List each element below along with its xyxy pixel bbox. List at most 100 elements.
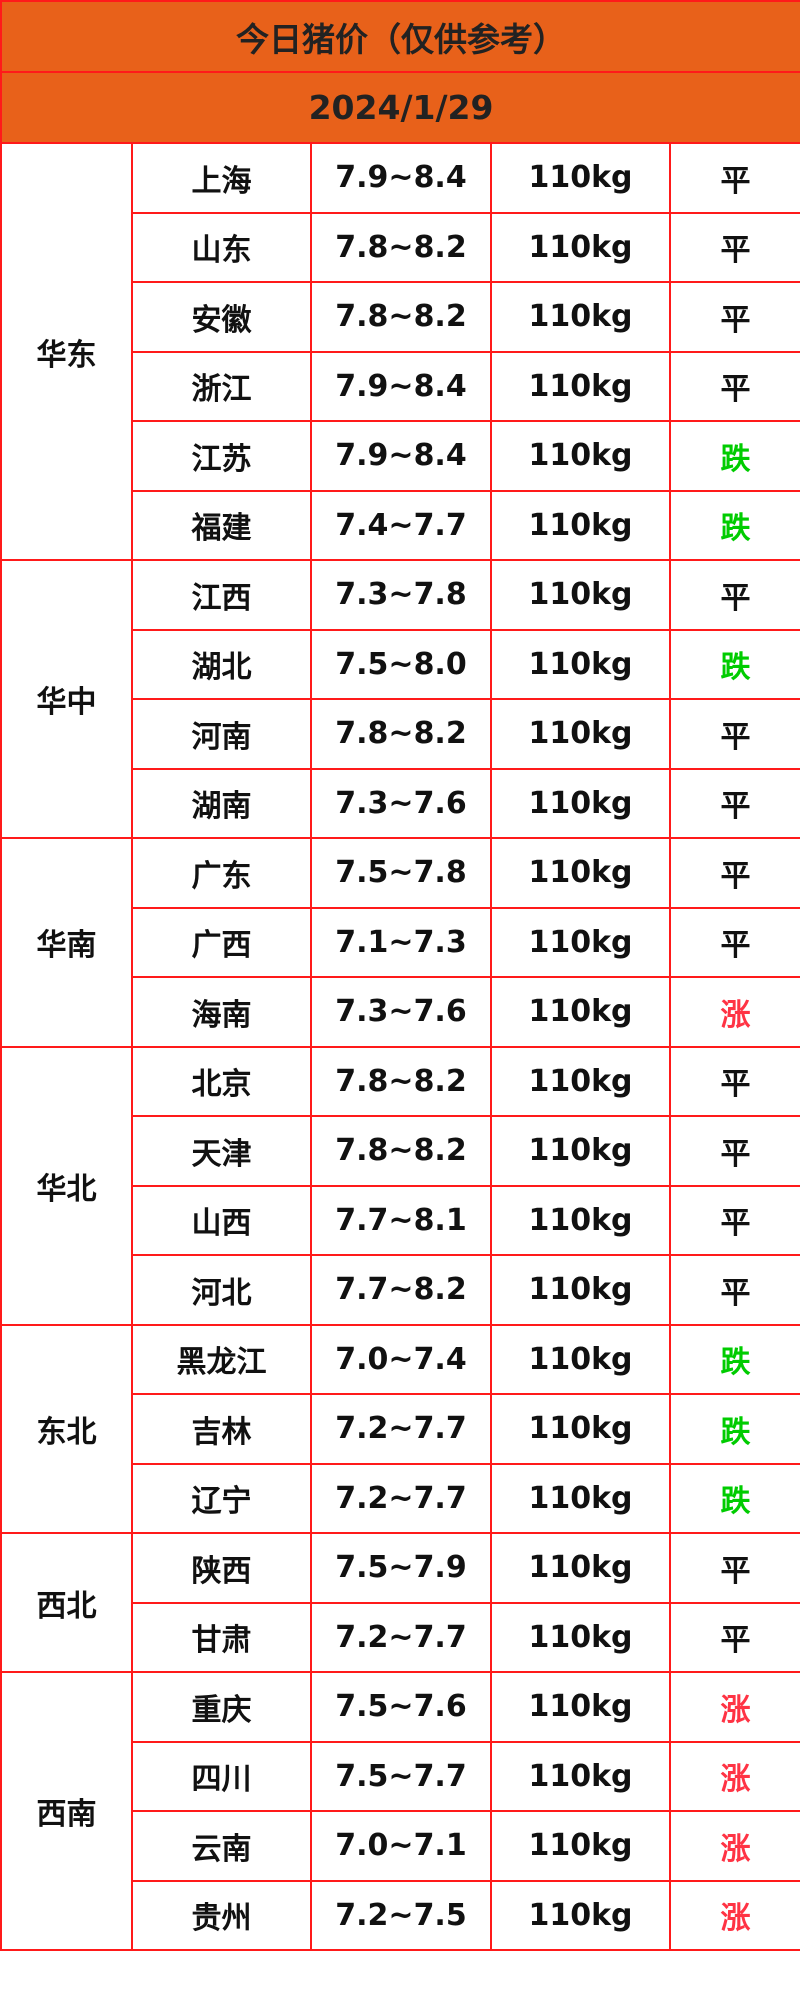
table-row: 湖北 7.5~8.0 110kg 跌 (1, 628, 800, 700)
trend-cell: 跌 (668, 628, 800, 700)
price-cell: 7.5~7.7 (310, 1740, 492, 1812)
weight-cell: 110kg (490, 281, 671, 353)
page-title: 今日猪价（仅供参考） (0, 0, 800, 73)
weight-cell: 110kg (490, 489, 671, 561)
province-cell: 辽宁 (131, 1462, 312, 1534)
province-cell: 甘肃 (131, 1601, 312, 1673)
price-cell: 7.7~8.1 (310, 1184, 492, 1256)
weight-cell: 110kg (490, 1671, 671, 1743)
price-cell: 7.3~7.6 (310, 767, 492, 839)
region-cell: 华北 (0, 1045, 133, 1326)
price-cell: 7.8~8.2 (310, 211, 492, 283)
price-cell: 7.2~7.7 (310, 1462, 492, 1534)
province-cell: 天津 (131, 1115, 312, 1187)
table-row: 江苏 7.9~8.4 110kg 跌 (1, 420, 800, 492)
table-row: 东北 黑龙江 7.0~7.4 110kg 跌 (0, 1323, 800, 1534)
price-cell: 7.0~7.4 (310, 1323, 492, 1395)
weight-cell: 110kg (490, 767, 671, 839)
trend-cell: 平 (668, 211, 800, 283)
price-cell: 7.5~7.9 (310, 1532, 492, 1604)
trend-cell: 平 (668, 1115, 800, 1187)
price-cell: 7.8~8.2 (310, 1045, 492, 1117)
trend-cell: 跌 (668, 1393, 800, 1465)
province-cell: 吉林 (131, 1393, 312, 1465)
province-cell: 河南 (131, 698, 312, 770)
price-cell: 7.3~7.8 (310, 559, 492, 631)
province-cell: 湖北 (131, 628, 312, 700)
weight-cell: 110kg (490, 1532, 671, 1604)
trend-cell: 平 (668, 1532, 800, 1604)
price-cell: 7.9~8.4 (310, 350, 492, 422)
weight-cell: 110kg (490, 1601, 671, 1673)
table-row: 辽宁 7.2~7.7 110kg 跌 (1, 1462, 800, 1534)
weight-cell: 110kg (490, 211, 671, 283)
trend-cell: 平 (668, 906, 800, 978)
weight-cell: 110kg (490, 1323, 671, 1395)
province-cell: 河北 (131, 1254, 312, 1326)
trend-cell: 跌 (668, 1462, 800, 1534)
region-cell: 华东 (0, 142, 133, 561)
table-row: 西北 陕西 7.5~7.9 110kg 平 (0, 1532, 800, 1673)
trend-cell: 平 (668, 1184, 800, 1256)
province-cell: 贵州 (131, 1879, 312, 1951)
weight-cell: 110kg (490, 837, 671, 909)
region-cell: 西北 (0, 1532, 133, 1673)
province-cell: 重庆 (131, 1671, 312, 1743)
price-cell: 7.5~8.0 (310, 628, 492, 700)
trend-cell: 平 (668, 559, 800, 631)
table-row: 广西 7.1~7.3 110kg 平 (1, 906, 800, 978)
table-row: 安徽 7.8~8.2 110kg 平 (1, 281, 800, 353)
weight-cell: 110kg (490, 698, 671, 770)
weight-cell: 110kg (490, 1879, 671, 1951)
weight-cell: 110kg (490, 1393, 671, 1465)
weight-cell: 110kg (490, 1740, 671, 1812)
weight-cell: 110kg (490, 906, 671, 978)
weight-cell: 110kg (490, 976, 671, 1048)
weight-cell: 110kg (490, 1115, 671, 1187)
table-row: 河北 7.7~8.2 110kg 平 (1, 1254, 800, 1326)
province-cell: 广东 (131, 837, 312, 909)
province-cell: 浙江 (131, 350, 312, 422)
trend-cell: 平 (668, 281, 800, 353)
trend-cell: 涨 (668, 1879, 800, 1951)
region-cell: 西南 (0, 1671, 133, 1951)
province-cell: 湖南 (131, 767, 312, 839)
weight-cell: 110kg (490, 142, 671, 214)
trend-cell: 平 (668, 142, 800, 214)
price-cell: 7.9~8.4 (310, 142, 492, 214)
table-row: 吉林 7.2~7.7 110kg 跌 (1, 1393, 800, 1465)
province-cell: 黑龙江 (131, 1323, 312, 1395)
trend-cell: 平 (668, 698, 800, 770)
province-cell: 海南 (131, 976, 312, 1048)
table-row: 福建 7.4~7.7 110kg 跌 (1, 489, 800, 561)
trend-cell: 平 (668, 837, 800, 909)
province-cell: 安徽 (131, 281, 312, 353)
weight-cell: 110kg (490, 420, 671, 492)
trend-cell: 涨 (668, 976, 800, 1048)
price-cell: 7.5~7.8 (310, 837, 492, 909)
table-row: 浙江 7.9~8.4 110kg 平 (1, 350, 800, 422)
table-row: 天津 7.8~8.2 110kg 平 (1, 1115, 800, 1187)
price-cell: 7.1~7.3 (310, 906, 492, 978)
province-cell: 江苏 (131, 420, 312, 492)
table-row: 四川 7.5~7.7 110kg 涨 (1, 1740, 800, 1812)
trend-cell: 平 (668, 1045, 800, 1117)
province-cell: 山西 (131, 1184, 312, 1256)
trend-cell: 平 (668, 767, 800, 839)
table-row: 山西 7.7~8.1 110kg 平 (1, 1184, 800, 1256)
province-cell: 福建 (131, 489, 312, 561)
table-row: 甘肃 7.2~7.7 110kg 平 (1, 1601, 800, 1673)
weight-cell: 110kg (490, 1184, 671, 1256)
table-row: 华南 广东 7.5~7.8 110kg 平 (0, 837, 800, 1048)
price-cell: 7.2~7.7 (310, 1601, 492, 1673)
trend-cell: 跌 (668, 420, 800, 492)
trend-cell: 平 (668, 350, 800, 422)
table-row: 湖南 7.3~7.6 110kg 平 (1, 767, 800, 839)
trend-cell: 涨 (668, 1810, 800, 1882)
trend-cell: 平 (668, 1254, 800, 1326)
price-cell: 7.8~8.2 (310, 281, 492, 353)
province-cell: 山东 (131, 211, 312, 283)
date-label: 2024/1/29 (0, 71, 800, 144)
price-cell: 7.8~8.2 (310, 1115, 492, 1187)
price-cell: 7.5~7.6 (310, 1671, 492, 1743)
